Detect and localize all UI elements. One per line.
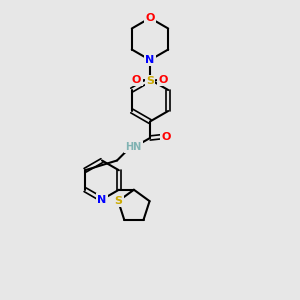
Text: N: N <box>98 194 106 205</box>
Text: N: N <box>146 55 154 65</box>
Text: O: O <box>159 74 168 85</box>
Text: S: S <box>146 76 154 86</box>
Text: HN: HN <box>125 142 142 152</box>
Text: S: S <box>114 196 122 206</box>
Text: O: O <box>162 131 171 142</box>
Text: O: O <box>145 13 155 23</box>
Text: O: O <box>132 74 141 85</box>
